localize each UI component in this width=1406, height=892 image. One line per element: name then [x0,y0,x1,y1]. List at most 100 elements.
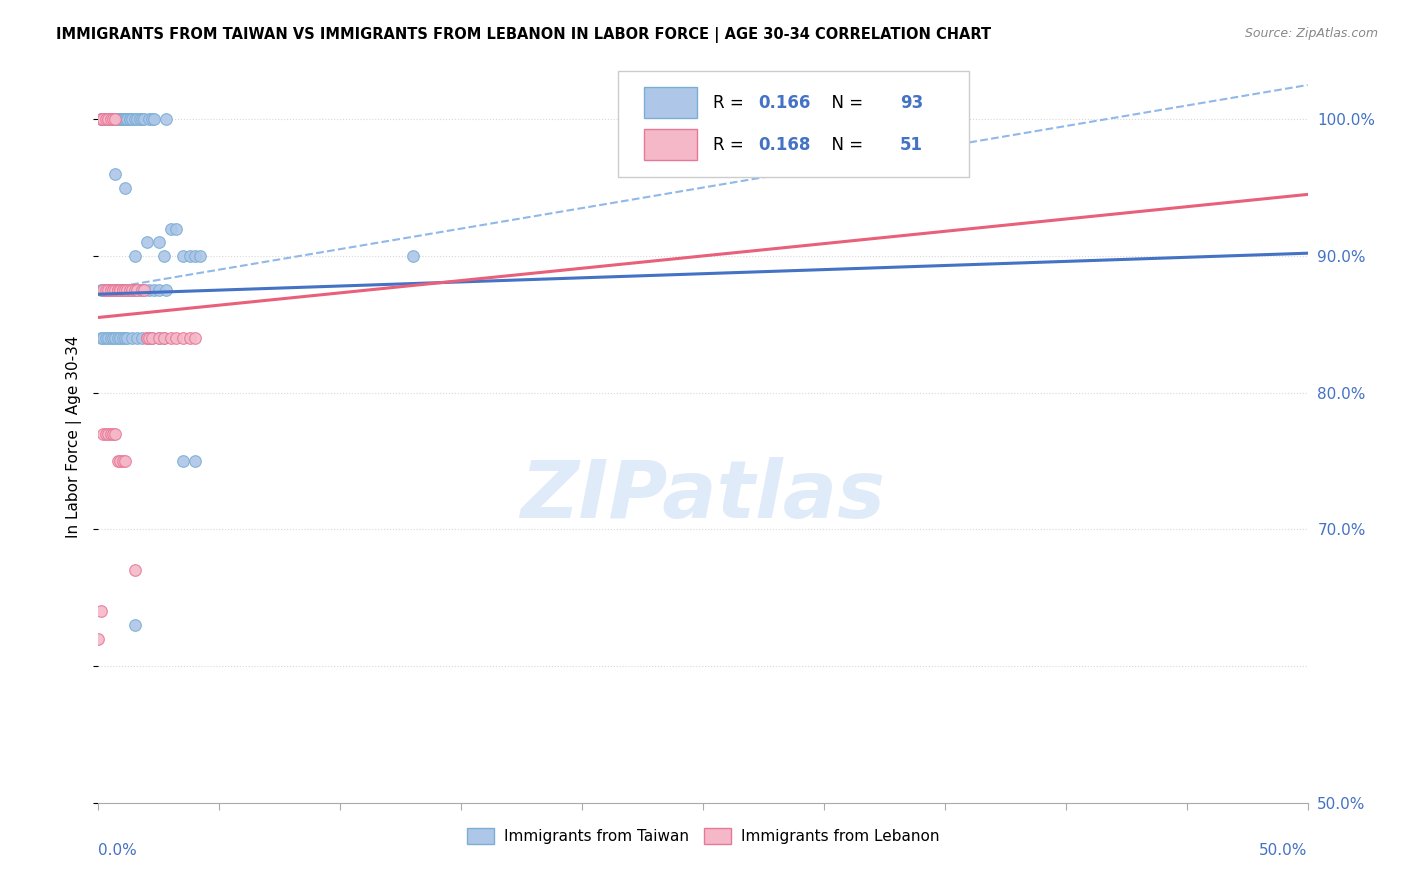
Point [141,331,163,345]
Point [117,283,139,297]
Point [108,283,131,297]
Point [118,112,141,127]
Point [134,283,156,297]
Point [143,283,166,297]
Point [90,331,112,345]
Point [97,283,120,297]
Point [107,112,129,127]
Point [117,331,139,345]
Point [104,112,127,127]
Point [90,112,112,127]
Point [91,112,114,127]
Point [148,283,170,297]
Point [188,249,211,263]
Point [118,112,141,127]
Point [172,454,194,468]
Text: IMMIGRANTS FROM TAIWAN VS IMMIGRANTS FROM LEBANON IN LABOR FORCE | AGE 30-34 COR: IMMIGRANTS FROM TAIWAN VS IMMIGRANTS FRO… [56,27,991,43]
Point [179,331,201,345]
Point [143,112,166,127]
Point [114,283,136,297]
Point [101,112,124,127]
Point [127,331,149,345]
FancyBboxPatch shape [644,87,697,118]
Point [124,618,146,632]
Point [97,112,120,127]
Point [111,283,134,297]
Point [114,331,136,345]
Point [117,283,139,297]
Point [114,283,136,297]
Point [94,283,117,297]
Text: N =: N = [821,94,869,112]
Point [118,283,141,297]
Point [104,112,127,127]
Point [127,112,149,127]
Point [165,331,187,345]
Point [135,331,157,345]
Point [94,112,117,127]
Point [100,112,122,127]
Point [134,283,156,297]
Point [91,283,114,297]
Point [91,283,114,297]
Point [101,426,124,441]
Text: 50.0%: 50.0% [1260,843,1308,858]
Point [152,331,174,345]
Point [100,112,122,127]
Text: 0.0%: 0.0% [98,843,138,858]
Point [90,604,112,618]
Text: R =: R = [713,136,748,153]
Text: N =: N = [821,136,869,153]
Y-axis label: In Labor Force | Age 30-34: In Labor Force | Age 30-34 [66,335,83,539]
Point [108,331,131,345]
Point [148,331,170,345]
Point [131,331,153,345]
Point [121,283,143,297]
Point [135,235,157,250]
Point [138,112,160,127]
Point [100,283,122,297]
Point [90,283,112,297]
Point [152,331,174,345]
Point [104,426,127,441]
Point [101,283,124,297]
Point [179,249,201,263]
Point [111,283,134,297]
Point [124,112,146,127]
Point [165,221,187,235]
Point [121,112,143,127]
Point [107,454,129,468]
Point [101,283,124,297]
Point [107,331,129,345]
Point [114,454,136,468]
Point [91,112,114,127]
Point [184,454,207,468]
FancyBboxPatch shape [644,129,697,160]
Point [152,249,174,263]
Point [111,331,134,345]
Point [138,331,160,345]
Point [97,283,120,297]
Point [114,180,136,194]
Point [117,112,139,127]
Point [124,249,146,263]
Point [155,112,177,127]
Point [107,283,129,297]
Point [108,454,131,468]
Point [97,331,120,345]
Point [131,112,153,127]
Point [124,283,146,297]
Point [118,283,141,297]
Point [87,632,110,646]
FancyBboxPatch shape [619,71,969,178]
Point [94,112,117,127]
Point [141,112,163,127]
Point [108,283,131,297]
Point [160,221,183,235]
Point [100,426,122,441]
Point [90,112,112,127]
Point [184,249,207,263]
Point [127,283,149,297]
Point [111,112,134,127]
Point [138,283,160,297]
